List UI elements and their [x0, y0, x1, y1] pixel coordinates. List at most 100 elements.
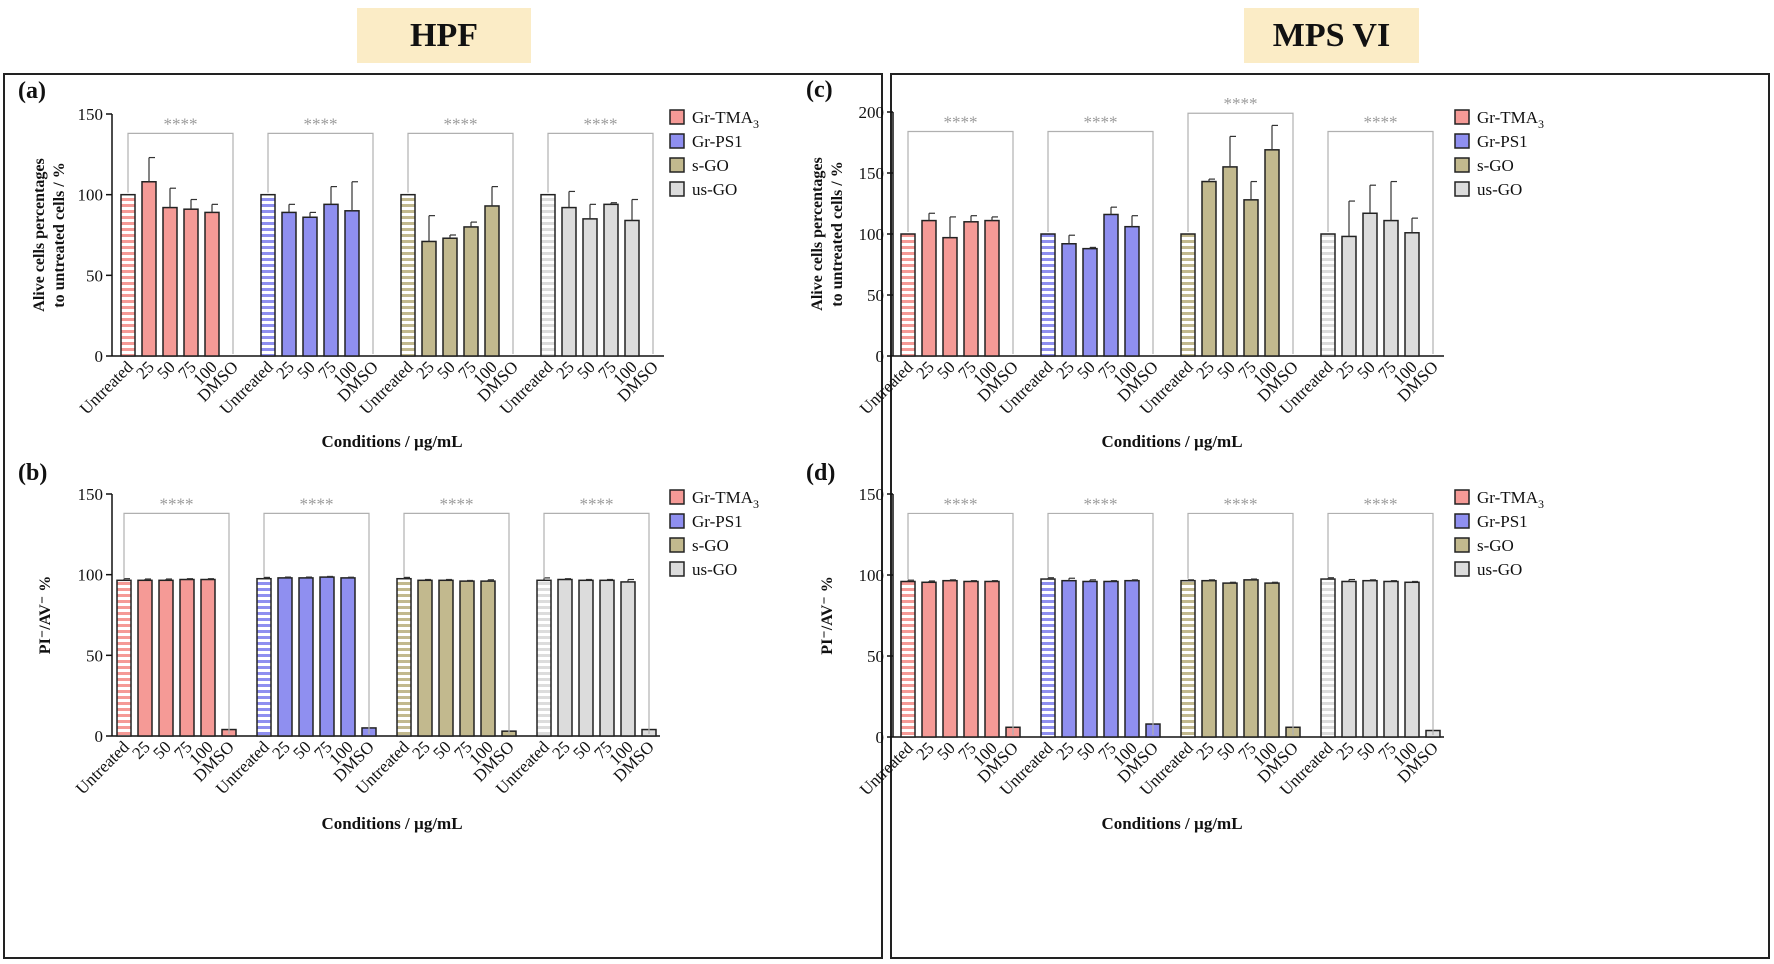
bar-s-GO-100 — [1264, 582, 1280, 738]
significance-label: **** — [164, 114, 198, 133]
bar-Gr-PS1-Untreated — [256, 577, 272, 737]
significance-bracket — [123, 512, 230, 734]
significance-bracket — [1327, 130, 1434, 354]
bar-Gr-TMA3-100 — [204, 211, 220, 357]
legend-label-Gr-TMA3: Gr-TMA3 — [1477, 488, 1544, 511]
significance-label: **** — [944, 494, 978, 513]
legend-label-Gr-TMA3: Gr-TMA3 — [1477, 108, 1544, 131]
legend-label-s-GO: s-GO — [1477, 156, 1514, 175]
significance-bracket — [403, 512, 510, 734]
y-axis-label: Alive cells percentages to untreated cell… — [31, 158, 68, 311]
bar-Gr-PS1-25 — [1061, 243, 1077, 357]
significance-bracket — [127, 132, 234, 354]
y-tick-label: 50 — [867, 286, 884, 305]
legend-swatch-s-GO — [669, 537, 685, 553]
legend-swatch-s-GO — [669, 157, 685, 173]
legend-swatch-s-GO — [1454, 157, 1470, 173]
bar-Gr-TMA3-100 — [200, 578, 216, 737]
bar-us-GO-100 — [1404, 232, 1420, 357]
mps-vi-panel-frame — [890, 73, 1770, 959]
y-tick-label: 0 — [876, 728, 885, 747]
bar-s-GO-50 — [442, 237, 458, 357]
bar-Gr-PS1-50 — [302, 216, 318, 357]
y-tick-label: 100 — [78, 566, 104, 585]
bar-Gr-PS1-Untreated — [260, 193, 276, 357]
y-tick-label: 0 — [95, 347, 104, 366]
bar-s-GO-Untreated — [396, 577, 412, 737]
y-tick-label: 50 — [867, 647, 884, 666]
legend-swatch-Gr-TMA3 — [1454, 489, 1470, 505]
bar-s-GO-100 — [480, 580, 496, 737]
bar-us-GO-50 — [578, 579, 594, 737]
bar-Gr-TMA3-25 — [137, 579, 153, 737]
significance-label: **** — [1084, 494, 1118, 513]
chart-panel-2: (c) 0 50 100 150 200 Alive cells percentages to… — [806, 77, 1544, 451]
bar-Gr-TMA3-Untreated — [120, 193, 136, 357]
significance-bracket — [547, 132, 654, 354]
y-tick-label: 100 — [859, 566, 885, 585]
bar-Gr-TMA3-50 — [162, 206, 178, 357]
legend-swatch-Gr-PS1 — [1454, 513, 1470, 529]
y-tick-label: 100 — [859, 225, 885, 244]
bar-us-GO-75 — [1383, 580, 1399, 738]
bar-s-GO-25 — [1201, 180, 1217, 357]
legend-label-us-GO: us-GO — [692, 180, 737, 199]
bar-s-GO-50 — [438, 579, 454, 737]
bar-us-GO-25 — [557, 578, 573, 737]
bar-s-GO-25 — [1201, 579, 1217, 738]
legend-label-s-GO: s-GO — [692, 536, 729, 555]
panel-label: (b) — [18, 460, 47, 486]
bar-us-GO-75 — [603, 203, 619, 357]
significance-bracket — [1187, 512, 1294, 735]
bar-Gr-TMA3-75 — [963, 580, 979, 738]
legend-swatch-Gr-PS1 — [1454, 133, 1470, 149]
legend-swatch-s-GO — [1454, 537, 1470, 553]
x-axis-label: Conditions / µg/mL — [321, 432, 462, 451]
bar-Gr-TMA3-75 — [179, 578, 195, 737]
legend-label-us-GO: us-GO — [1477, 560, 1522, 579]
significance-label: **** — [584, 114, 618, 133]
x-tick-label: Untreated — [856, 738, 917, 799]
bar-us-GO-100 — [1404, 581, 1420, 738]
bar-s-GO-Untreated — [1180, 233, 1196, 357]
significance-label: **** — [580, 494, 614, 513]
bar-Gr-PS1-75 — [319, 576, 335, 737]
bar-Gr-PS1-100 — [1124, 579, 1140, 738]
bar-us-GO-75 — [599, 579, 615, 737]
bar-Gr-PS1-Untreated — [1040, 233, 1056, 357]
bar-us-GO-25 — [561, 206, 577, 357]
significance-label: **** — [444, 114, 478, 133]
bar-Gr-PS1-75 — [1103, 580, 1119, 738]
bar-Gr-PS1-25 — [281, 211, 297, 357]
bar-Gr-PS1-75 — [1103, 213, 1119, 357]
y-axis-label: PI⁻/AV⁻ % — [37, 576, 54, 654]
x-axis-label: Conditions / µg/mL — [1101, 814, 1242, 833]
bar-us-GO-25 — [1341, 580, 1357, 738]
legend-label-Gr-TMA3: Gr-TMA3 — [692, 108, 759, 131]
x-tick-label: Untreated — [72, 737, 133, 798]
bar-us-GO-Untreated — [536, 579, 552, 737]
x-tick-label: Untreated — [856, 357, 917, 418]
bar-us-GO-Untreated — [1320, 233, 1336, 357]
bar-Gr-PS1-75 — [323, 203, 339, 357]
bar-us-GO-75 — [1383, 219, 1399, 357]
bar-Gr-PS1-Untreated — [1040, 578, 1056, 738]
panel-label: (d) — [806, 460, 835, 486]
significance-bracket — [543, 512, 650, 734]
hpf-panel-frame — [3, 73, 883, 959]
y-tick-label: 100 — [78, 186, 104, 205]
legend-swatch-Gr-TMA3 — [669, 489, 685, 505]
bar-Gr-PS1-25 — [277, 577, 293, 737]
bar-us-GO-25 — [1341, 235, 1357, 357]
significance-bracket — [907, 512, 1014, 735]
y-tick-label: 150 — [859, 164, 885, 183]
bar-us-GO-50 — [1362, 212, 1378, 357]
y-tick-label: 150 — [78, 485, 104, 504]
legend-swatch-Gr-TMA3 — [1454, 109, 1470, 125]
bar-s-GO-50 — [1222, 582, 1238, 738]
bar-Gr-TMA3-25 — [141, 181, 157, 357]
legend-swatch-Gr-PS1 — [669, 513, 685, 529]
y-axis-label: PI⁻/AV⁻ % — [819, 576, 836, 654]
bar-Gr-TMA3-Untreated — [900, 580, 916, 738]
y-tick-label: 150 — [78, 105, 104, 124]
